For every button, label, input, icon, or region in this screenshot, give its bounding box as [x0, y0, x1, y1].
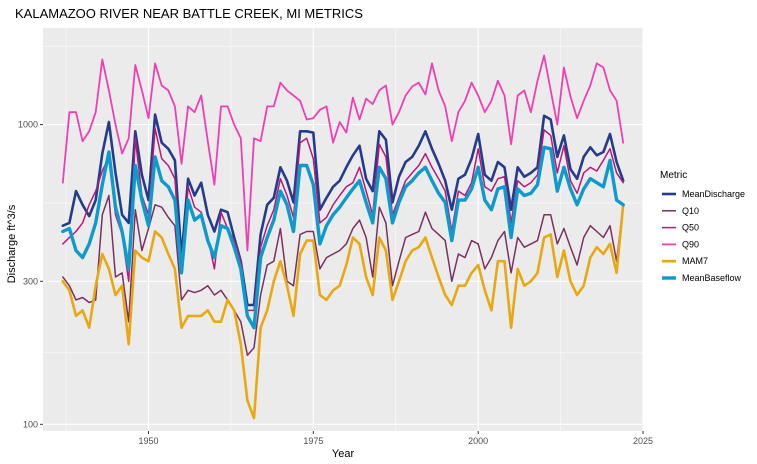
grid-major — [43, 28, 644, 431]
series-line-mam7 — [61, 203, 625, 420]
x-tick-label: 1950 — [138, 436, 158, 446]
chart-title: KALAMAZOO RIVER NEAR BATTLE CREEK, MI ME… — [15, 6, 363, 21]
legend-label-q90: Q90 — [682, 239, 699, 249]
legend-label-q50: Q50 — [682, 223, 699, 233]
x-axis: 1950 1975 2000 2025 — [138, 431, 653, 446]
legend-label-mam7: MAM7 — [682, 256, 708, 266]
series-line-meanbaseflow — [61, 145, 625, 330]
y-tick-label: 100 — [23, 419, 38, 429]
series-layer — [61, 54, 625, 420]
legend-title: Metric — [660, 170, 687, 181]
y-tick-label: 300 — [23, 276, 38, 286]
legend: Metric MeanDischarge Q10 Q50 Q90 MAM7 MeanBas… — [660, 170, 745, 283]
series-line-q10 — [62, 194, 624, 356]
series-line-q50 — [62, 127, 624, 312]
x-tick-label: 2025 — [633, 436, 653, 446]
y-tick-label: 1000 — [18, 120, 38, 130]
legend-label-q10: Q10 — [682, 206, 699, 216]
series-line-meandischarge — [61, 113, 625, 307]
legend-label-meanbaseflow: MeanBaseflow — [682, 273, 742, 283]
y-axis-label: Discharge ft^3/s — [6, 204, 18, 283]
y-axis: 100 300 1000 — [18, 120, 43, 429]
x-tick-label: 2000 — [468, 436, 488, 446]
x-axis-label: Year — [332, 448, 355, 460]
series-line-q90 — [61, 54, 625, 252]
legend-label-meandischarge: MeanDischarge — [682, 189, 745, 199]
x-tick-label: 1975 — [303, 436, 323, 446]
